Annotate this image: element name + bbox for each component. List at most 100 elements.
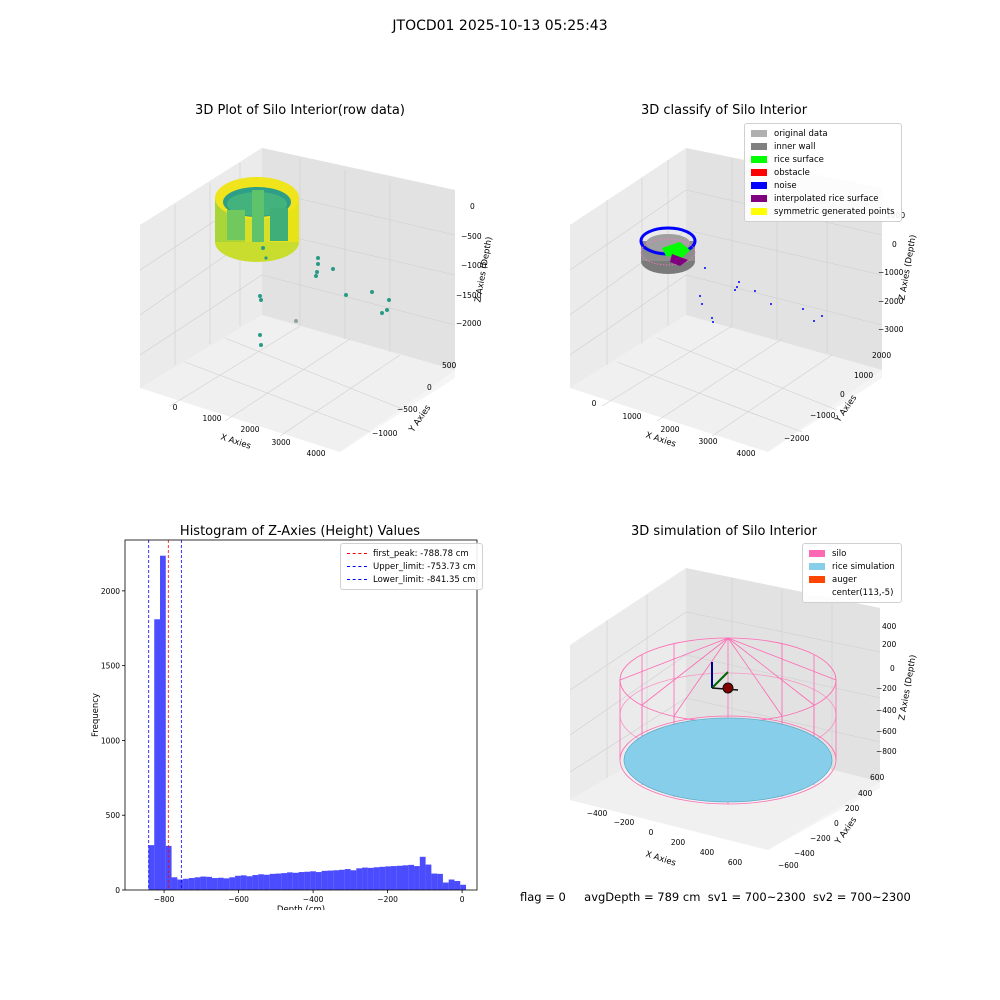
histogram-bar [408,864,415,890]
raw-3d-plot: 0 1000 2000 3000 4000 X Axies 500 0 −500… [139,148,495,458]
histogram-bar [425,864,432,890]
sim-z-tick: 200 [882,640,897,649]
sim-y-tick: 600 [870,773,885,782]
y-tick-label: 2000 [101,587,120,596]
histogram-bar [321,870,328,890]
histogram-bar [154,619,161,890]
legend-line [347,566,367,567]
histogram-bar [223,878,230,890]
histogram-bar [454,881,461,890]
raw-y-tick: 0 [427,383,432,392]
y-tick-label: 1500 [101,662,120,671]
classify-plot-title: 3D classify of Silo Interior [640,103,808,118]
raw-x-tick: 3000 [271,438,290,447]
legend-label: original data [774,128,828,139]
legend-swatch [751,130,767,137]
avg-depth-text: avgDepth = 789 cm [584,890,701,904]
x-tick-label: −600 [228,895,249,904]
classify-y-tick: 0 [840,390,845,399]
classify-noise-points [699,267,823,323]
simulation-3d-plot: −400 −200 0 200 400 600 X Axies 600 400 … [569,568,919,870]
raw-x-tick: 4000 [306,449,325,458]
y-tick-label: 500 [106,811,121,820]
legend-item: original data [751,127,895,140]
histogram-bar [338,869,345,890]
raw-z-tick: −1500 [456,291,482,300]
histogram-bar [442,882,449,890]
x-tick-label: −800 [154,895,175,904]
legend-label: interpolated rice surface [774,193,879,204]
raw-z-tick: −500 [461,232,482,241]
legend-item: first_peak: -788.78 cm [347,547,476,560]
plot-frame [124,539,478,891]
raw-z-tick: −2000 [456,319,482,328]
histogram-bar [327,870,334,890]
classify-z-tick: 0 [892,240,897,249]
sim-z-tick: −400 [876,706,897,715]
classify-x-tick: 0 [592,399,597,408]
raw-x-tick: 2000 [240,425,259,434]
histogram-bar [344,869,351,890]
sim-x-tick: 0 [649,828,654,837]
sim-x-tick: −400 [587,809,608,818]
sim-z-tick: −800 [876,747,897,756]
classify-z-tick: −2000 [878,297,904,306]
sim-x-tick: 200 [671,838,686,847]
x-tick-label: −200 [377,895,398,904]
legend-item: auger [809,573,895,586]
legend-item: Lower_limit: -841.35 cm [347,573,476,586]
histogram-bar [263,874,270,890]
histogram-bar [414,866,420,890]
histogram-bar [333,870,339,890]
legend-swatch [751,169,767,176]
legend-item: silo [809,547,895,560]
legend-label: silo [832,548,847,559]
histogram-bar [235,875,241,890]
x-tick-label: 0 [460,895,465,904]
histogram-bar [367,867,374,890]
legend-label: Lower_limit: -841.35 cm [373,574,476,585]
classify-x-tick: 1000 [622,412,641,421]
histogram-bar [171,877,178,890]
sim-x-tick: −200 [614,818,635,827]
histogram-bar [356,868,363,890]
histogram-title: Histogram of Z-Axies (Height) Values [179,524,421,539]
histogram-bar [287,872,293,890]
classify-legend: original data inner wall rice surface ob… [744,123,902,222]
legend-label: symmetric generated points [774,206,895,217]
histogram-bar [460,884,467,890]
sim-z-label: Z Axies (Depth) [897,654,918,721]
legend-label: auger [832,574,857,585]
histogram-bar [385,866,391,890]
legend-swatch [751,143,767,150]
sim-z-tick: 400 [882,622,897,631]
legend-label: rice simulation [832,561,895,572]
legend-item: rice simulation [809,560,895,573]
classify-y-tick: 2000 [872,351,891,360]
raw-plot-title: 3D Plot of Silo Interior(row data) [195,103,405,118]
histogram-bar [298,872,305,890]
histogram-chart: −800 −600 −400 −200 0 0 500 1000 1500 2000 Depth (… [91,539,478,910]
status-line: flag = 0 avgDepth = 789 cm sv1 = 700~230… [520,890,911,904]
legend-swatch [809,550,825,557]
histogram-bar [310,871,316,890]
histogram-bar [402,865,409,890]
raw-y-tick: 500 [442,361,457,370]
raw-silo-points [215,177,299,262]
y-axis-label: Frequency [91,693,101,737]
histogram-bar [206,876,212,890]
simulation-plot-title: 3D simulation of Silo Interior [631,524,817,539]
sv2-text: sv2 = 700~2300 [812,890,911,904]
legend-item: inner wall [751,140,895,153]
sim-x-tick: 400 [700,848,715,857]
histogram-bar [188,878,195,890]
histogram-legend: first_peak: -788.78 cm Upper_limit: -753… [340,543,483,590]
y-tick-label: 1000 [101,736,120,745]
sim-z-tick: −600 [876,727,897,736]
sim-z-tick: 0 [890,664,895,673]
histogram-bar [217,877,224,890]
classify-x-tick: 2000 [660,425,679,434]
histogram-bar [211,878,218,890]
legend-swatch [809,576,825,583]
sim-y-tick: −600 [778,861,799,870]
